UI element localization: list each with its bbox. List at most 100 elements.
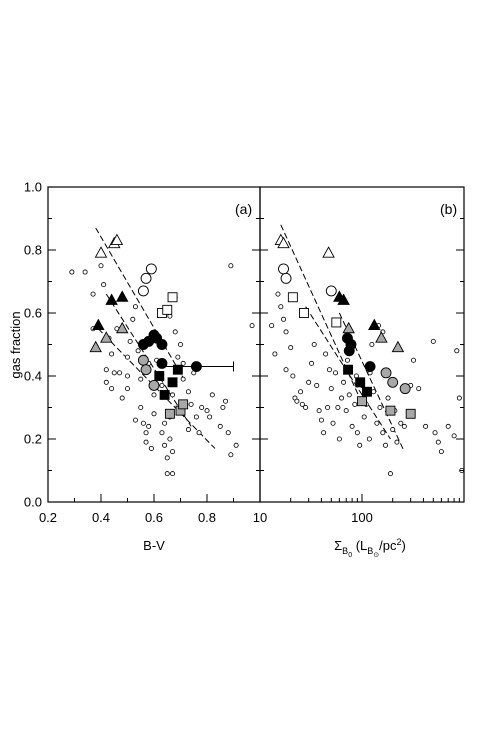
small-circle-point	[180, 360, 186, 366]
small-circle-point	[209, 392, 215, 398]
black-square-point	[167, 377, 178, 388]
panel-a-tag: (a)	[235, 201, 252, 217]
small-circle-point	[196, 430, 202, 436]
small-circle-point	[309, 360, 315, 366]
small-circle-point	[394, 439, 400, 445]
small-circle-point	[390, 427, 396, 433]
black-circle-point	[156, 357, 168, 369]
small-circle-point	[109, 351, 115, 357]
gray-circle-point	[140, 364, 152, 376]
gray-square-point	[385, 405, 396, 416]
panel-b-frame	[259, 186, 465, 503]
gray-triangle-point	[342, 321, 355, 334]
gray-circle-point	[387, 376, 399, 388]
small-circle-point	[451, 433, 457, 439]
open-circle-point	[137, 285, 149, 297]
small-circle-point	[117, 370, 123, 376]
x-tick-label: 0.6	[145, 510, 163, 525]
black-triangle-point	[92, 318, 105, 331]
black-square-point	[172, 364, 183, 375]
small-circle-point	[283, 367, 289, 373]
small-circle-point	[294, 398, 300, 404]
panel-a-xlabel: B-V	[143, 538, 165, 553]
small-circle-point	[377, 404, 383, 410]
open-triangle-point	[322, 246, 335, 258]
small-circle-point	[357, 442, 363, 448]
small-circle-point	[435, 439, 441, 445]
open-circle-point	[325, 285, 337, 297]
small-circle-point	[380, 430, 386, 436]
small-circle-point	[346, 392, 352, 398]
small-circle-point	[275, 291, 281, 297]
x-tick-label: 0.8	[198, 510, 216, 525]
small-circle-point	[170, 392, 176, 398]
small-circle-point	[445, 423, 451, 429]
small-circle-point	[330, 420, 336, 426]
open-square-point	[162, 304, 173, 315]
small-circle-point	[341, 379, 347, 385]
small-circle-point	[336, 436, 342, 442]
small-circle-point	[454, 348, 460, 354]
black-square-point	[159, 389, 170, 400]
small-circle-point	[314, 382, 320, 388]
small-circle-point	[323, 351, 329, 357]
gray-circle-point	[380, 367, 392, 379]
panel-b: 10 100 (b) ΣB0 (LB⊙/pc2)	[253, 186, 464, 559]
small-circle-point	[343, 408, 349, 414]
small-circle-point	[135, 348, 141, 354]
small-circle-point	[411, 357, 417, 363]
open-square-point	[287, 292, 298, 303]
small-circle-point	[119, 395, 125, 401]
black-circle-point	[345, 339, 357, 350]
open-circle-point	[280, 272, 292, 284]
open-triangle-point	[277, 236, 290, 249]
y-tick-label: 0.6	[24, 306, 42, 321]
x-tick-label: 0.4	[92, 510, 110, 525]
small-circle-point	[90, 291, 96, 297]
gray-triangle-point	[391, 340, 405, 353]
black-triangle-point	[105, 293, 118, 305]
small-circle-point	[164, 471, 170, 477]
black-triangle-point	[115, 290, 129, 302]
small-circle-point	[175, 354, 181, 360]
panel-b-tag: (b)	[440, 201, 457, 217]
small-circle-point	[159, 430, 165, 436]
x-tick-label: 100	[351, 510, 373, 525]
small-circle-point	[177, 341, 183, 347]
small-circle-point	[321, 430, 327, 436]
gray-circle-point	[399, 383, 411, 395]
small-circle-point	[125, 386, 131, 392]
small-circle-point	[371, 389, 377, 395]
small-circle-point	[249, 323, 255, 329]
panel-a-ylabel: gas fraction	[8, 311, 23, 378]
small-circle-point	[228, 263, 234, 269]
small-circle-point	[298, 389, 304, 395]
gray-square-point	[164, 408, 175, 419]
gray-square-point	[357, 396, 367, 407]
small-circle-point	[416, 386, 422, 392]
small-circle-point	[130, 316, 136, 322]
open-square-point	[331, 317, 342, 328]
gray-circle-point	[148, 380, 160, 391]
small-circle-point	[318, 417, 324, 423]
small-circle-point	[148, 445, 154, 451]
open-circle-point	[145, 263, 157, 275]
small-circle-point	[162, 420, 168, 426]
open-circle-point	[140, 272, 152, 284]
x-tick-label: 10	[253, 510, 267, 525]
gray-triangle-point	[115, 321, 129, 334]
small-circle-point	[361, 414, 367, 420]
small-circle-point	[207, 414, 213, 420]
small-circle-point	[281, 316, 287, 322]
gray-circle-point	[137, 354, 149, 366]
small-circle-point	[132, 417, 138, 423]
small-circle-point	[335, 404, 341, 410]
small-circle-point	[111, 370, 117, 376]
small-circle-point	[185, 427, 191, 433]
small-circle-point	[98, 263, 104, 269]
small-circle-point	[349, 423, 355, 429]
small-circle-point	[101, 282, 107, 288]
small-circle-point	[383, 442, 389, 448]
black-circle-point	[156, 339, 168, 350]
fit-line	[105, 293, 192, 427]
